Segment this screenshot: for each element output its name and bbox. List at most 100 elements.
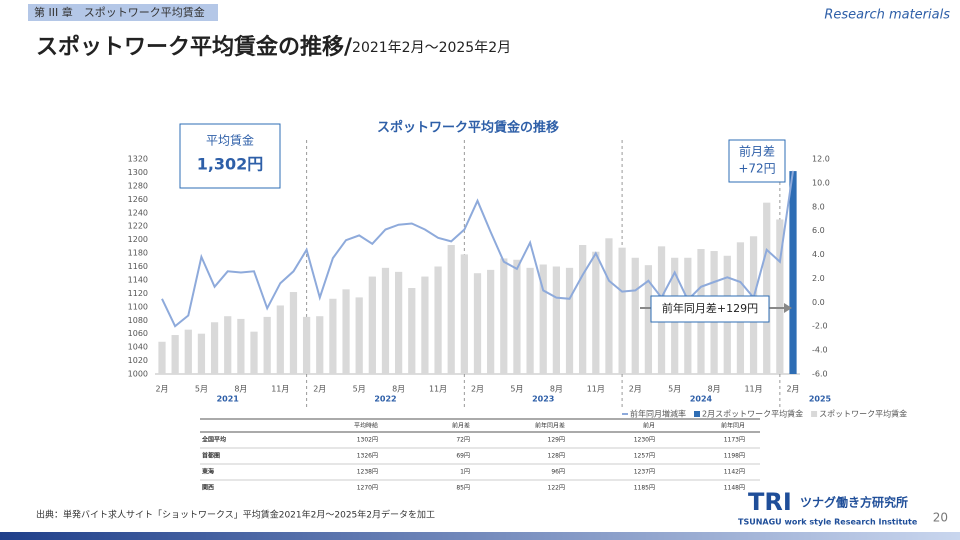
callout-value: +72円 (738, 162, 775, 176)
legend-label: 2月スポットワーク平均賃金 (702, 409, 803, 419)
bar (184, 329, 192, 374)
bar (171, 335, 179, 374)
table-cell: 1185円 (634, 485, 655, 492)
table-cell: 1148円 (724, 485, 745, 492)
table-cell: 1238円 (357, 469, 378, 476)
callout-box (179, 123, 281, 189)
chart-title: スポットワーク平均賃金の推移 (377, 120, 559, 136)
title: スポットワーク平均賃金の推移/ (36, 34, 353, 60)
table-cell: 1173円 (724, 437, 745, 444)
bar (605, 238, 613, 374)
table-cell: 72円 (456, 437, 470, 444)
y-tick-label: 1160 (128, 262, 148, 271)
table-cell: 122円 (548, 485, 565, 492)
x-tick-label: 5月 (353, 385, 366, 394)
callout-box (728, 139, 786, 183)
table-header: 前月差 (452, 422, 470, 430)
x-tick-label: 2月 (629, 385, 642, 394)
x-tick-label: 2月 (313, 385, 326, 394)
bar (500, 258, 508, 374)
bar (263, 316, 271, 374)
logo-name: ツナグ働き方研究所 (800, 495, 908, 510)
page-title: スポットワーク平均賃金の推移/2021年2月～2025年2月 (36, 34, 511, 60)
x-tick-label: 8月 (234, 385, 247, 394)
bar (355, 297, 363, 374)
year-label: 2022 (374, 395, 396, 404)
bar (460, 254, 468, 374)
table-cell: 129円 (548, 437, 565, 444)
y2-tick-label: 4.0 (812, 250, 825, 259)
y-tick-label: 1040 (128, 343, 148, 352)
tag: Research materials (824, 8, 950, 23)
y-tick-label: 1080 (128, 316, 148, 325)
callout-box (650, 295, 770, 323)
bar (210, 322, 219, 374)
x-tick-label: 5月 (195, 385, 208, 394)
bar (579, 245, 587, 374)
y2-tick-label: -4.0 (812, 346, 828, 355)
arrow-head (784, 303, 792, 313)
y-tick-label: 1100 (128, 302, 148, 311)
logo: TRI (748, 488, 792, 516)
page-number: 20 (933, 511, 948, 525)
bar (776, 219, 784, 374)
y-tick-label: 1000 (128, 370, 148, 379)
legend-swatch (811, 411, 818, 417)
callout-text: 前年同月差+129円 (662, 301, 758, 315)
subtitle: 2021年2月～2025年2月 (352, 40, 511, 56)
y2-tick-label: -6.0 (812, 370, 828, 379)
x-tick-label: 11月 (744, 385, 762, 394)
x-tick-label: 8月 (708, 385, 721, 394)
y-tick-label: 1240 (128, 208, 148, 217)
y-tick-label: 1140 (128, 275, 148, 284)
bar (565, 267, 574, 374)
bar (644, 265, 653, 374)
x-tick-label: 11月 (429, 385, 447, 394)
table-cell: 東海 (202, 468, 214, 476)
bar (592, 251, 600, 374)
source: 出典：単発バイト求人サイト「ショットワークス」平均賃金2021年2月～2025年… (36, 509, 435, 521)
y2-tick-label: 0.0 (812, 298, 825, 307)
y2-tick-label: 8.0 (812, 202, 825, 211)
y-tick-label: 1200 (128, 235, 148, 244)
table-header: 前年同月 (721, 422, 745, 430)
bar (421, 276, 429, 374)
bar (513, 259, 521, 374)
table-cell: 1257円 (634, 453, 655, 460)
bar (789, 171, 797, 374)
bar (487, 269, 495, 374)
bar (342, 289, 350, 374)
table-cell: 関西 (202, 484, 214, 492)
bar (289, 292, 298, 374)
table-cell: 128円 (548, 453, 565, 460)
table-header: 平均時給 (354, 422, 378, 430)
y-tick-label: 1320 (128, 155, 148, 164)
y-tick-label: 1300 (128, 168, 148, 177)
bar (552, 266, 560, 374)
bar (158, 341, 166, 374)
x-tick-label: 5月 (668, 385, 681, 394)
x-tick-label: 2月 (786, 385, 799, 394)
bar (302, 316, 311, 374)
table-cell: 1302円 (357, 437, 378, 444)
bar (539, 264, 547, 374)
bar (224, 316, 232, 374)
y-tick-label: 1060 (128, 329, 148, 338)
table-cell: 1326円 (357, 453, 378, 460)
x-tick-label: 11月 (587, 385, 605, 394)
table-cell: 1230円 (634, 437, 655, 444)
y-tick-label: 1120 (128, 289, 148, 298)
y2-tick-label: 10.0 (812, 178, 830, 187)
bar (250, 331, 258, 374)
legend-swatch (694, 411, 700, 417)
callout-value: 1,302円 (197, 155, 264, 174)
legend-label: 前年同月増減率 (630, 409, 686, 419)
bar (237, 318, 245, 374)
bar (526, 267, 534, 374)
year-label: 2024 (690, 395, 713, 404)
bar (197, 333, 206, 374)
year-label: 2021 (217, 395, 240, 404)
bar (368, 276, 376, 374)
